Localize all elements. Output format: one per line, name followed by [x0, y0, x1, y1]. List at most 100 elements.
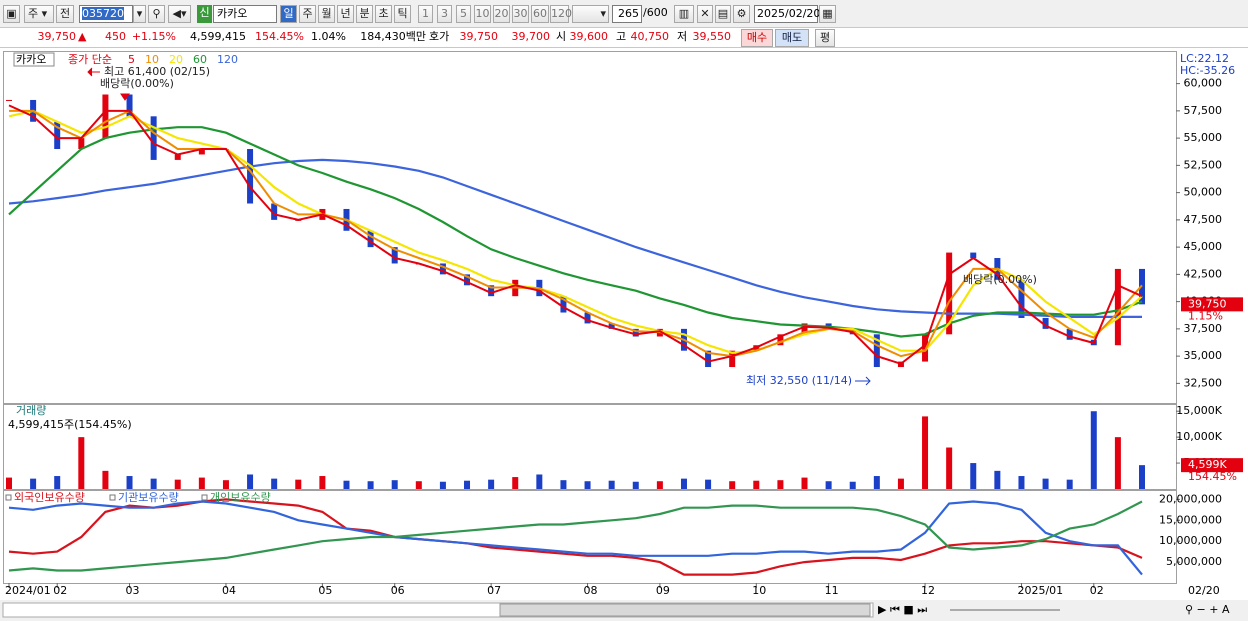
hc-label: HC:-35.26 — [1180, 64, 1235, 77]
y-tick-label: 10,000K — [1176, 430, 1222, 443]
volume-bar — [849, 481, 856, 489]
last-date: 02/20 — [1188, 584, 1220, 597]
volume: 4,599,415 — [190, 30, 246, 43]
interval-button[interactable]: 10 — [474, 5, 491, 23]
period-button[interactable]: 년 — [337, 5, 354, 23]
candle — [729, 350, 736, 368]
period-button[interactable]: 틱 — [394, 5, 411, 23]
x-tick-label: 12 — [921, 584, 935, 597]
volume-bar — [415, 481, 422, 489]
interval-button[interactable]: 30 — [512, 5, 529, 23]
period-button[interactable]: 주 — [299, 5, 316, 23]
volume-bar — [439, 481, 446, 489]
current-label: 4,599K — [1188, 458, 1227, 471]
count-max: /600 — [643, 6, 668, 19]
volume-bar — [922, 416, 929, 489]
settings-button[interactable]: ⚙ — [733, 5, 750, 23]
x-tick-label: 08 — [584, 584, 598, 597]
candle — [30, 99, 37, 122]
date-input[interactable]: 2025/02/20 — [754, 5, 820, 23]
tool-button[interactable]: ✕ — [697, 5, 713, 23]
y-tick-label: 5,000,000 — [1166, 555, 1222, 568]
code-dropdown[interactable]: ▾ — [133, 5, 146, 23]
y-tick-label: 45,000 — [1184, 240, 1223, 253]
all-button[interactable]: 전 — [56, 5, 74, 23]
interval-button[interactable]: 1 — [418, 5, 433, 23]
volume-bar — [777, 480, 784, 489]
period-button[interactable]: 분 — [356, 5, 373, 23]
arrow: ▲ — [78, 30, 87, 43]
legend-entry: 10 — [145, 53, 159, 66]
scroll-track[interactable] — [2, 602, 874, 618]
y-tick-label: 55,000 — [1184, 131, 1223, 144]
volume-bar — [1066, 479, 1073, 489]
period-button[interactable]: 일 — [280, 5, 297, 23]
holdings-panel — [3, 490, 1177, 584]
market-select[interactable]: 주 ▾ — [24, 5, 54, 23]
buy-button[interactable]: 매수 — [741, 29, 773, 47]
period-button[interactable]: 초 — [375, 5, 392, 23]
volume-bar — [54, 476, 61, 489]
candle — [247, 149, 254, 204]
search-button[interactable]: ⚲ — [148, 5, 165, 23]
interval-button[interactable]: 3 — [437, 5, 452, 23]
legend-entry: 60 — [193, 53, 207, 66]
scroll-controls[interactable]: ▶ ⏮ ■ ⏭ — [878, 603, 927, 616]
candle — [1090, 339, 1097, 346]
volume-bar — [729, 481, 736, 489]
candle — [560, 296, 567, 313]
candle — [632, 328, 639, 337]
ask: 39,750 — [459, 30, 499, 43]
current-marker — [1181, 297, 1243, 312]
interval-button[interactable]: 20 — [493, 5, 510, 23]
interval-button[interactable]: 5 — [456, 5, 471, 23]
interval-button[interactable]: 60 — [531, 5, 549, 23]
quote-bar — [0, 28, 1248, 48]
candle — [873, 334, 880, 368]
volume-bar — [608, 480, 615, 489]
title-box — [13, 52, 55, 67]
calendar-button[interactable]: ▦ — [819, 5, 836, 23]
candle — [54, 121, 61, 150]
open-label: 시 — [556, 30, 567, 43]
tool-button[interactable]: ▥ — [674, 5, 694, 23]
candle — [1114, 268, 1121, 346]
candle — [126, 94, 133, 117]
y-tick-label: 35,000 — [1184, 349, 1223, 362]
candle — [608, 323, 615, 329]
candle — [102, 94, 109, 139]
y-tick-label: 50,000 — [1184, 186, 1223, 199]
scroll-thumb[interactable] — [499, 603, 871, 617]
menu-button[interactable]: ▣ — [3, 5, 20, 23]
avg-button[interactable]: 평 — [815, 29, 835, 47]
volume-title: 거래량 — [16, 404, 46, 417]
badge: 신 — [197, 5, 212, 23]
candle — [825, 323, 832, 329]
candle — [512, 279, 519, 297]
candle — [922, 334, 929, 362]
sound-button[interactable]: ◀▾ — [168, 5, 191, 23]
stock-name[interactable]: 카카오 — [213, 5, 277, 23]
period-button[interactable]: 월 — [318, 5, 335, 23]
scrollbar — [0, 600, 1248, 621]
current-change: 1.15% — [1188, 309, 1223, 322]
candle — [849, 328, 856, 335]
interval-dropdown[interactable]: ▾ — [572, 5, 609, 23]
candle — [1018, 279, 1025, 318]
code-input[interactable]: 035720 — [79, 5, 133, 23]
volume-bar — [680, 478, 687, 489]
chart-title: 카카오 — [16, 53, 46, 66]
save-button[interactable]: ▤ — [715, 5, 731, 23]
candle — [415, 263, 422, 265]
volume-bar — [970, 463, 977, 489]
count-input[interactable]: 265 — [612, 5, 642, 23]
candle — [6, 99, 12, 101]
zoom-controls[interactable]: ⚲ − + A — [1185, 603, 1230, 616]
x-tick-label: 07 — [487, 584, 501, 597]
ma-line — [8, 104, 1143, 365]
sell-button[interactable]: 매도 — [775, 29, 809, 47]
interval-button[interactable]: 120 — [550, 5, 572, 23]
candle — [1139, 268, 1145, 305]
volume-bar — [897, 478, 904, 489]
candle — [753, 345, 760, 351]
